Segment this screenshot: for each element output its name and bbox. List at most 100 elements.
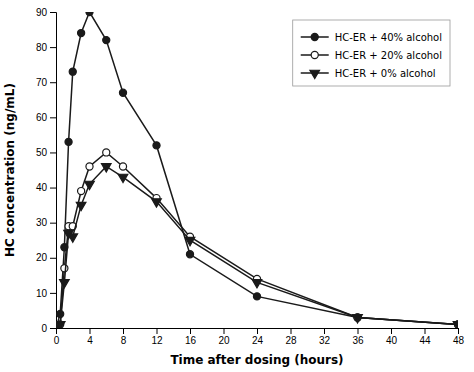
tick-label: 20 bbox=[218, 335, 230, 346]
tick-mark bbox=[50, 188, 56, 189]
point bbox=[78, 29, 85, 36]
point bbox=[118, 174, 128, 182]
tick-label: 50 bbox=[36, 147, 48, 158]
tick-mark bbox=[391, 328, 392, 334]
axis-line bbox=[57, 329, 459, 335]
legend-label: HC-ER + 40% alcohol bbox=[335, 32, 442, 43]
legend-marker bbox=[311, 51, 318, 58]
legend-label: HC-ER + 0% alcohol bbox=[335, 68, 436, 79]
tick-label: 12 bbox=[151, 335, 163, 346]
tick-label: 4 bbox=[87, 335, 93, 346]
tick-mark bbox=[425, 328, 426, 334]
tick-mark bbox=[458, 328, 459, 334]
point bbox=[252, 280, 262, 288]
tick-label: 8 bbox=[121, 335, 127, 346]
tick: 0 bbox=[54, 328, 60, 346]
legend-item: HC-ER + 0% alcohol bbox=[301, 68, 436, 79]
tick-mark bbox=[50, 152, 56, 153]
tick: 70 bbox=[36, 77, 56, 88]
tick-mark bbox=[190, 328, 191, 334]
tick-label: 16 bbox=[185, 335, 197, 346]
tick: 50 bbox=[36, 147, 56, 158]
tick-mark bbox=[50, 117, 56, 118]
tick: 90 bbox=[36, 7, 56, 18]
series bbox=[56, 12, 458, 328]
point bbox=[103, 149, 110, 156]
legend-marker bbox=[310, 70, 320, 78]
point bbox=[119, 163, 126, 170]
point bbox=[185, 237, 195, 245]
tick: 60 bbox=[36, 112, 56, 123]
tick-mark bbox=[257, 328, 258, 334]
tick-mark bbox=[50, 258, 56, 259]
point bbox=[68, 234, 78, 242]
legend-marker bbox=[311, 33, 318, 40]
tick-label: 32 bbox=[319, 335, 331, 346]
axis-line bbox=[50, 13, 57, 329]
tick: 20 bbox=[218, 328, 230, 346]
point bbox=[61, 265, 68, 272]
tick: 80 bbox=[36, 42, 56, 53]
series bbox=[56, 149, 458, 328]
tick-label: 28 bbox=[285, 335, 297, 346]
tick: 40 bbox=[36, 182, 56, 193]
tick-mark bbox=[50, 293, 56, 294]
tick: 32 bbox=[319, 328, 331, 346]
tick: 12 bbox=[151, 328, 163, 346]
tick: 0 bbox=[41, 323, 56, 334]
tick-label: 24 bbox=[252, 335, 264, 346]
tick-mark bbox=[90, 328, 91, 334]
tick: 30 bbox=[36, 217, 56, 228]
line bbox=[56, 12, 458, 328]
point bbox=[253, 293, 260, 300]
point bbox=[76, 202, 86, 210]
tick-mark bbox=[224, 328, 225, 334]
legend: HC-ER + 40% alcohol HC-ER + 20% alcohol HC… bbox=[293, 20, 450, 86]
point bbox=[56, 322, 65, 328]
tick-label: 90 bbox=[36, 7, 48, 18]
tick: 10 bbox=[36, 288, 56, 299]
legend-label: HC-ER + 20% alcohol bbox=[335, 50, 442, 61]
tick-mark bbox=[324, 328, 325, 334]
tick-label: 0 bbox=[54, 335, 60, 346]
tick-mark bbox=[358, 328, 359, 334]
tick-label: 60 bbox=[36, 112, 48, 123]
tick-label: 70 bbox=[36, 77, 48, 88]
point bbox=[85, 181, 95, 189]
tick-label: 30 bbox=[36, 217, 48, 228]
tick-label: 0 bbox=[41, 323, 47, 334]
series bbox=[56, 164, 458, 328]
tick: 44 bbox=[419, 328, 431, 346]
line bbox=[56, 166, 458, 328]
tick-label: 36 bbox=[352, 335, 364, 346]
x-axis-title: Time after dosing (hours) bbox=[170, 353, 343, 367]
tick-label: 40 bbox=[36, 182, 48, 193]
tick-label: 44 bbox=[419, 335, 431, 346]
point bbox=[453, 322, 458, 328]
point bbox=[353, 315, 363, 323]
tick: 8 bbox=[121, 328, 127, 346]
tick-mark bbox=[50, 12, 56, 13]
tick: 24 bbox=[252, 328, 264, 346]
tick-mark bbox=[50, 82, 56, 83]
point bbox=[69, 68, 76, 75]
legend-item: HC-ER + 20% alcohol bbox=[301, 50, 442, 61]
point bbox=[86, 12, 93, 16]
tick-label: 10 bbox=[36, 288, 48, 299]
point bbox=[103, 37, 110, 44]
x-axis: 04812162024283236404448 bbox=[54, 328, 465, 346]
point bbox=[101, 164, 111, 172]
tick: 36 bbox=[352, 328, 364, 346]
legend-box bbox=[293, 20, 450, 86]
marks bbox=[56, 12, 458, 328]
tick-mark bbox=[157, 328, 158, 334]
tick-label: 80 bbox=[36, 42, 48, 53]
tick-mark bbox=[123, 328, 124, 334]
point bbox=[60, 280, 70, 288]
tick-mark bbox=[50, 47, 56, 48]
point bbox=[119, 89, 126, 96]
chart: 0481216202428323640444801020304050607080… bbox=[0, 0, 474, 372]
y-axis: 0 10 20 30 40 50 60 70 80 90 bbox=[36, 7, 57, 334]
tick: 16 bbox=[185, 328, 197, 346]
tick-label: 20 bbox=[36, 252, 48, 263]
